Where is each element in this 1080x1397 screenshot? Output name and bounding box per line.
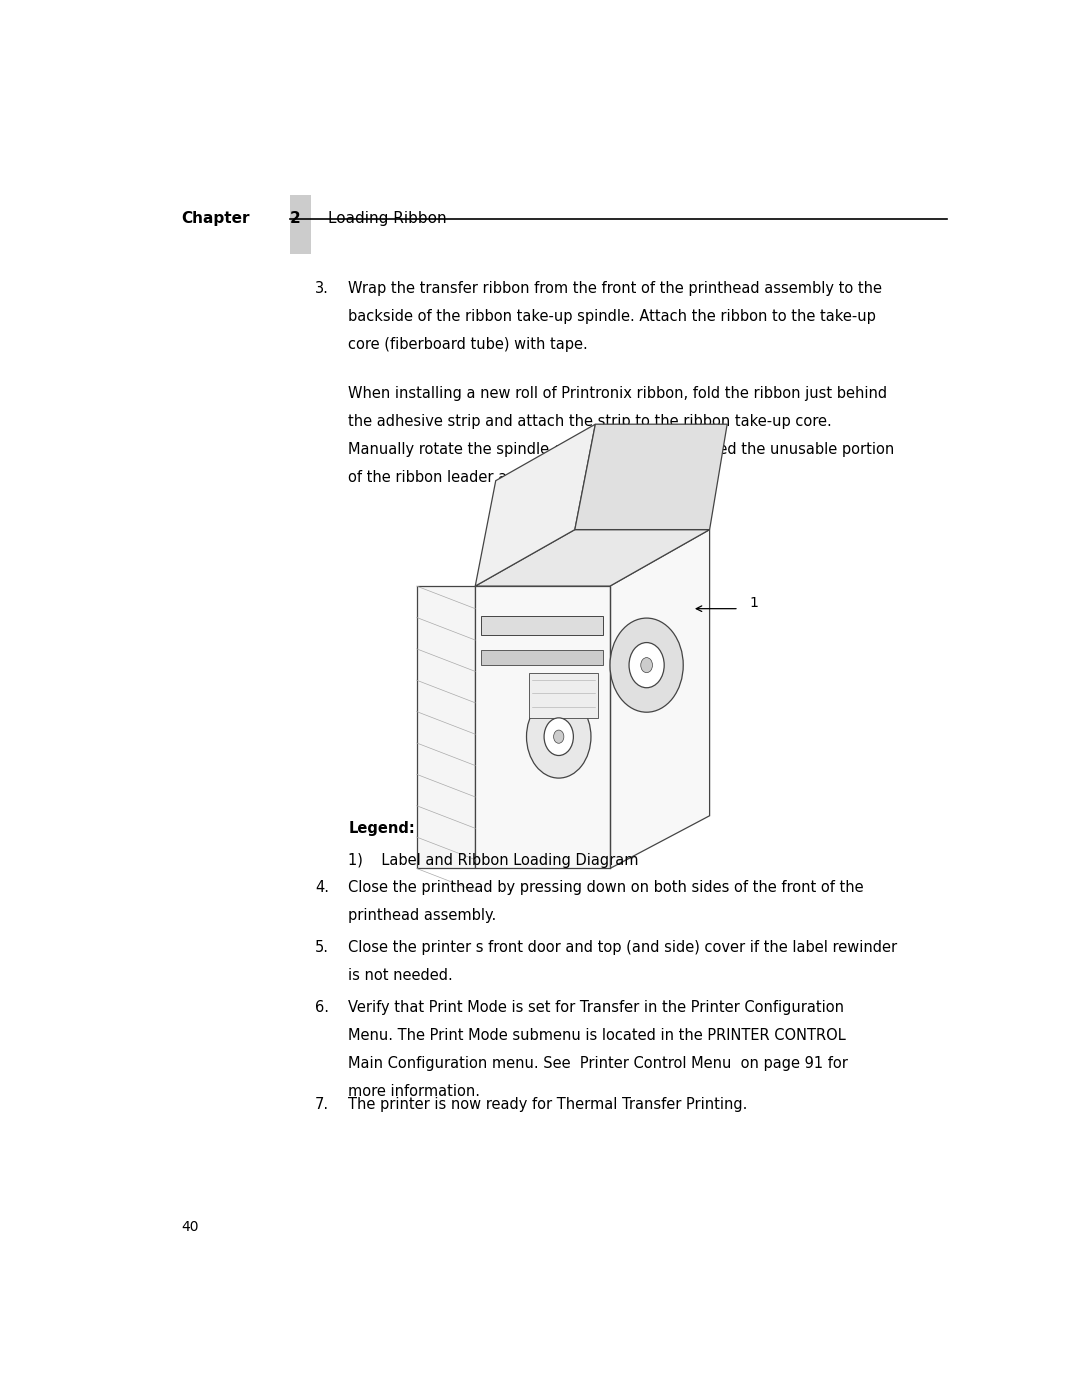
Polygon shape	[610, 529, 710, 869]
Text: Wrap the transfer ribbon from the front of the printhead assembly to the: Wrap the transfer ribbon from the front …	[349, 281, 882, 296]
Polygon shape	[475, 425, 595, 587]
Text: Close the printhead by pressing down on both sides of the front of the: Close the printhead by pressing down on …	[349, 880, 864, 894]
Text: Manually rotate the spindle counterclockwise to feed the unusable portion: Manually rotate the spindle counterclock…	[349, 441, 894, 457]
Circle shape	[544, 718, 573, 756]
Text: Chapter: Chapter	[181, 211, 249, 226]
Text: 6.: 6.	[315, 1000, 329, 1016]
Text: 7.: 7.	[315, 1097, 329, 1112]
FancyBboxPatch shape	[289, 194, 311, 254]
Circle shape	[629, 643, 664, 687]
Text: the adhesive strip and attach the strip to the ribbon take-up core.: the adhesive strip and attach the strip …	[349, 414, 833, 429]
Text: 1: 1	[748, 597, 758, 610]
Circle shape	[527, 696, 591, 778]
Text: 40: 40	[181, 1220, 199, 1234]
Circle shape	[610, 617, 684, 712]
Text: 2: 2	[289, 211, 300, 226]
Text: 4.: 4.	[315, 880, 329, 894]
Text: Loading Ribbon: Loading Ribbon	[327, 211, 446, 226]
Text: more information.: more information.	[349, 1084, 481, 1099]
Text: core (fiberboard tube) with tape.: core (fiberboard tube) with tape.	[349, 337, 589, 352]
Polygon shape	[481, 616, 603, 636]
Polygon shape	[575, 425, 727, 529]
Polygon shape	[529, 673, 598, 718]
Text: Menu. The Print Mode submenu is located in the PRINTER CONTROL: Menu. The Print Mode submenu is located …	[349, 1028, 847, 1044]
Polygon shape	[475, 587, 610, 869]
Circle shape	[640, 658, 652, 673]
Text: Legend:: Legend:	[349, 820, 415, 835]
Polygon shape	[417, 587, 475, 869]
Text: of the ribbon leader around the take-up spindle.: of the ribbon leader around the take-up …	[349, 469, 702, 485]
Text: 3.: 3.	[315, 281, 328, 296]
Text: 1)    Label and Ribbon Loading Diagram: 1) Label and Ribbon Loading Diagram	[349, 852, 639, 868]
Polygon shape	[475, 529, 710, 587]
Polygon shape	[481, 650, 603, 665]
Text: When installing a new roll of Printronix ribbon, fold the ribbon just behind: When installing a new roll of Printronix…	[349, 386, 888, 401]
Circle shape	[554, 731, 564, 743]
Text: backside of the ribbon take-up spindle. Attach the ribbon to the take-up: backside of the ribbon take-up spindle. …	[349, 309, 876, 324]
Text: The printer is now ready for Thermal Transfer Printing.: The printer is now ready for Thermal Tra…	[349, 1097, 747, 1112]
Text: printhead assembly.: printhead assembly.	[349, 908, 497, 922]
Text: Verify that Print Mode is set for Transfer in the Printer Configuration: Verify that Print Mode is set for Transf…	[349, 1000, 845, 1016]
Text: 5.: 5.	[315, 940, 329, 956]
Text: Close the printer s front door and top (and side) cover if the label rewinder: Close the printer s front door and top (…	[349, 940, 897, 956]
Text: Main Configuration menu. See  Printer Control Menu  on page 91 for: Main Configuration menu. See Printer Con…	[349, 1056, 848, 1071]
Text: is not needed.: is not needed.	[349, 968, 454, 983]
